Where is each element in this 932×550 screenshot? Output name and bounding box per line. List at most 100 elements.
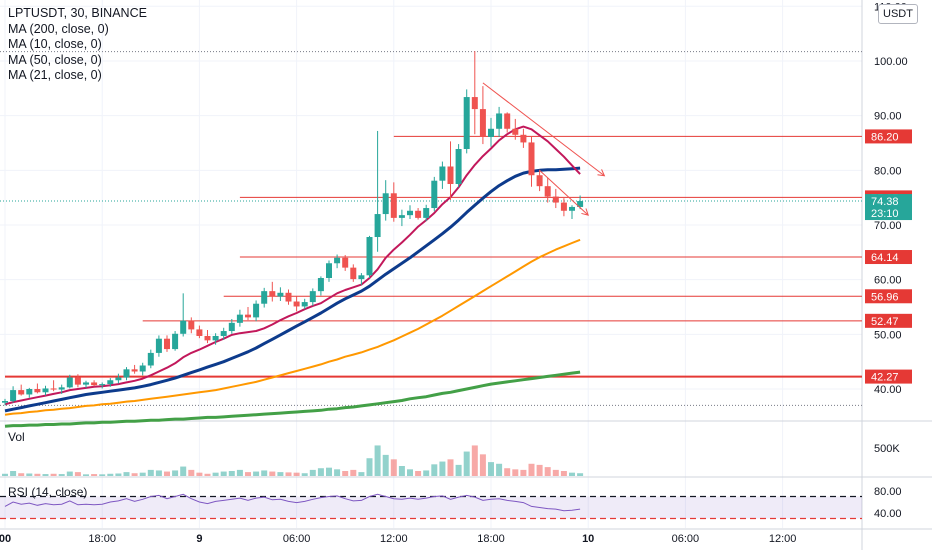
volume-bar xyxy=(415,471,422,476)
time-tick-label: 06:00 xyxy=(672,533,700,545)
volume-bar xyxy=(342,471,349,476)
candle-body xyxy=(91,382,98,386)
ma10-line xyxy=(4,125,581,406)
candle-body xyxy=(512,128,519,135)
trend-arrow-head xyxy=(597,169,606,177)
candle-body xyxy=(172,333,179,350)
time-tick-label: 12:00 xyxy=(380,533,408,545)
ma10-legend[interactable]: MA (10, close, 0) xyxy=(8,37,102,51)
candle-body xyxy=(253,303,260,318)
time-tick-label: 00 xyxy=(0,533,11,545)
candle-body xyxy=(358,275,365,280)
volume-bar xyxy=(196,472,203,476)
ma50-legend[interactable]: MA (50, close, 0) xyxy=(8,52,102,67)
indicator-legend: LPTUSDT, 30, BINANCE MA (200, close, 0) … xyxy=(8,6,147,84)
level-price-tag-text: 42.27 xyxy=(871,372,899,384)
volume-bar xyxy=(358,472,365,476)
level-price-tag-text: 64.14 xyxy=(871,252,899,264)
candle-body xyxy=(164,338,170,350)
volume-bar xyxy=(317,468,324,476)
volume-bar xyxy=(552,469,559,476)
candle-body xyxy=(447,166,454,184)
volume-bar xyxy=(50,473,57,476)
level-price-tag xyxy=(865,129,912,144)
price-tick-label: 50.00 xyxy=(874,329,902,341)
candle-body xyxy=(382,193,389,215)
candle-body xyxy=(463,97,470,149)
currency-button[interactable]: USDT xyxy=(878,4,918,24)
volume-bar xyxy=(569,472,575,476)
candle-body xyxy=(415,210,422,218)
ma200-legend[interactable]: MA (200, close, 0) xyxy=(8,21,109,36)
candle-body xyxy=(577,201,584,207)
candle-body xyxy=(455,148,462,184)
price-tick-label: 90.00 xyxy=(874,111,902,123)
candle-body xyxy=(431,180,438,209)
candle-body xyxy=(569,206,575,211)
volume-bar xyxy=(382,454,389,476)
volume-bar xyxy=(479,454,486,476)
candle-body xyxy=(123,369,130,378)
rsi-pane-label: RSI (14, close) xyxy=(8,485,88,499)
volume-bar xyxy=(220,471,227,476)
candle-body xyxy=(390,193,397,218)
ma21-legend[interactable]: MA (21, close, 0) xyxy=(8,68,102,82)
candle-body xyxy=(245,314,251,318)
time-tick-label: 12:00 xyxy=(769,533,797,545)
candle-body xyxy=(139,365,146,372)
volume-bar xyxy=(463,451,470,476)
level-price-tag-text: 86.20 xyxy=(871,131,899,143)
volume-bar xyxy=(407,469,413,476)
trend-arrow-line xyxy=(539,169,589,216)
candle-body xyxy=(350,267,357,280)
volume-bar xyxy=(496,463,503,476)
candle-body xyxy=(212,335,219,341)
candle-body xyxy=(269,291,276,297)
volume-bar xyxy=(147,469,154,476)
candle-body xyxy=(334,257,341,264)
candle-body xyxy=(423,208,430,218)
candle-body xyxy=(74,377,81,385)
candle-body xyxy=(155,338,162,353)
candle-body xyxy=(504,113,511,129)
volume-bar xyxy=(26,473,33,476)
rsi-line xyxy=(4,493,581,512)
candle-body xyxy=(374,214,381,238)
ma50-line xyxy=(4,238,581,416)
symbol-label[interactable]: LPTUSDT, 30, BINANCE xyxy=(8,6,147,20)
candle-body xyxy=(552,196,559,203)
volume-bar xyxy=(350,469,357,476)
volume-bar xyxy=(155,470,162,476)
volume-bar xyxy=(334,469,341,476)
volume-bar xyxy=(83,474,89,476)
volume-bar xyxy=(107,473,114,476)
candle-body xyxy=(560,202,567,211)
volume-bar xyxy=(301,473,308,476)
price-tick-label: 70.00 xyxy=(874,220,902,232)
volume-bar xyxy=(277,472,284,476)
candle-body xyxy=(50,388,57,390)
volume-bar xyxy=(455,464,462,476)
volume-bar xyxy=(309,469,316,476)
candle-body xyxy=(488,128,494,137)
volume-bar xyxy=(131,473,138,476)
candle-body xyxy=(536,175,543,187)
ma21-line xyxy=(4,166,581,413)
rsi-band-fill xyxy=(0,496,862,519)
candle-body xyxy=(301,302,308,307)
candle-body xyxy=(293,301,300,307)
volume-bar xyxy=(488,462,494,476)
volume-bar xyxy=(172,470,179,476)
candle-body xyxy=(285,292,292,302)
volume-bar xyxy=(447,459,454,476)
time-tick-label: 9 xyxy=(196,533,202,545)
level-price-tag xyxy=(865,313,912,328)
candle-body xyxy=(115,377,122,381)
volume-bar xyxy=(577,473,584,476)
volume-bar xyxy=(10,471,17,476)
candle-body xyxy=(366,237,373,276)
candle-body xyxy=(180,320,187,334)
volume-bar xyxy=(536,464,543,476)
candle-body xyxy=(99,384,106,386)
